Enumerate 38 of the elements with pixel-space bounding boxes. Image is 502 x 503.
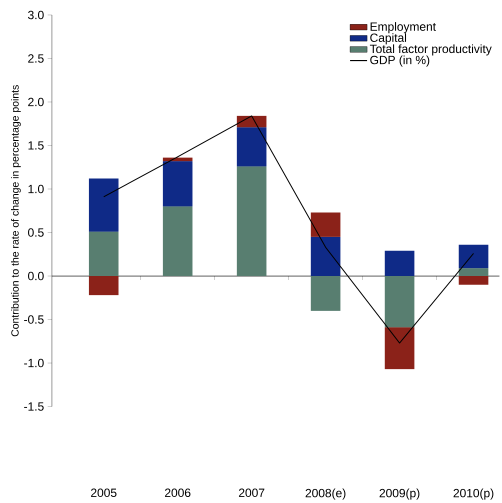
bar <box>310 276 340 311</box>
y-tick-label: -0.5 <box>24 315 44 324</box>
bar <box>162 206 192 276</box>
bar <box>458 276 488 285</box>
y-tick-label: 1.5 <box>28 141 44 150</box>
x-tick-label: 2006 <box>164 488 190 497</box>
y-tick-label: 3.0 <box>28 10 44 20</box>
bar <box>384 250 414 276</box>
legend-label: Employment <box>370 22 436 34</box>
y-tick-label: -1.5 <box>24 402 44 411</box>
y-tick-label: 0.0 <box>28 272 44 280</box>
bar <box>88 276 118 296</box>
y-tick-label: 0.5 <box>28 228 44 237</box>
y-tick-label: 2.5 <box>28 54 44 63</box>
x-tick-label: 2010(p) <box>453 488 494 500</box>
bar <box>310 236 340 276</box>
bar <box>310 212 340 237</box>
y-axis-title: Contribution to the rate of change in percentage points <box>10 85 21 336</box>
x-tick-label: 2007 <box>238 488 264 497</box>
y-tick-label: 2.0 <box>28 98 44 106</box>
legend-label: GDP (in %) <box>370 55 430 67</box>
legend-label: Total factor productivity <box>370 44 492 56</box>
legend-label: Capital <box>370 33 406 44</box>
x-tick-label: 2008(e) <box>305 488 346 500</box>
bar <box>162 161 192 206</box>
bar <box>236 127 266 166</box>
bar <box>162 158 192 162</box>
bar <box>384 276 414 328</box>
bar <box>88 178 118 232</box>
x-tick-label: 2009(p) <box>379 488 420 500</box>
bar <box>384 327 414 370</box>
y-tick-label: -1.0 <box>24 358 44 368</box>
bar <box>458 244 488 268</box>
y-tick-label: 1.0 <box>28 184 44 194</box>
x-tick-label: 2005 <box>90 488 116 497</box>
bar <box>458 268 488 276</box>
bar <box>88 232 118 276</box>
bar <box>236 166 266 276</box>
